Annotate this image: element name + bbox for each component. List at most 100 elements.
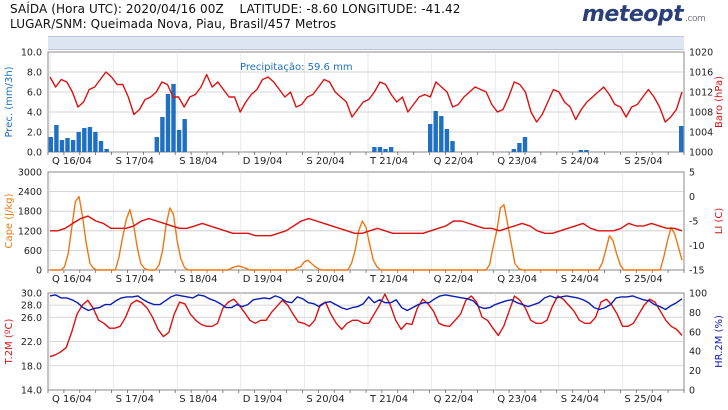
precip-bar <box>165 94 171 152</box>
x-tick-label: S 24/04 <box>561 274 599 285</box>
ylabel-right: Baro (hPa) <box>714 76 725 128</box>
ylabel-right: HR.2M (%) <box>714 315 725 368</box>
ytick-left-label: 2400 <box>18 187 42 198</box>
precip-bar <box>160 117 165 152</box>
precip-bar <box>383 149 388 152</box>
ytick-right-label: 5 <box>689 168 695 179</box>
precip-bar <box>70 140 76 152</box>
ylabel-left: Cape (J/kg) <box>4 193 15 248</box>
x-tick-label: D 19/04 <box>243 394 283 405</box>
precip-bar <box>98 141 104 152</box>
precip-bar <box>104 149 109 152</box>
logo-text: meteopt <box>582 2 684 27</box>
precip-bar <box>76 132 81 152</box>
precip-bar <box>679 126 684 152</box>
ylabel-left: Prec. (mm/3h) <box>4 66 15 137</box>
ytick-left-label: 22.0 <box>21 337 42 348</box>
x-tick-label: Q 22/04 <box>434 274 474 285</box>
x-tick-label: S 25/04 <box>624 394 662 405</box>
forecast-info-line: SAÍDA (Hora UTC): 2020/04/16 00Z LATITUD… <box>10 2 461 16</box>
panel-precip-pressure: 0.0 2.0 4.0 6.0 8.0 10.0 1000 1004 1008 1012 1016 1… <box>4 48 725 168</box>
precip-bar <box>182 119 187 152</box>
precip-bar <box>511 149 517 152</box>
x-tick-label: S 25/04 <box>624 274 662 285</box>
x-tick-label: Q 16/04 <box>52 156 92 167</box>
ytick-left-label: 0.0 <box>27 148 42 159</box>
precip-bar <box>433 111 438 152</box>
ytick-right-label: 100 <box>689 289 707 300</box>
ytick-left-label: 1200 <box>18 226 42 237</box>
ytick-right-label: 20 <box>689 366 701 377</box>
logo-suffix: .com <box>685 14 706 24</box>
x-tick-label: Q 23/04 <box>497 156 537 167</box>
x-tick-label: S 18/04 <box>179 156 217 167</box>
precip-bar <box>517 143 522 152</box>
x-tick-label: Q 16/04 <box>52 394 92 405</box>
ytick-right-label: 0 <box>689 192 695 203</box>
ytick-left-label: 2.0 <box>27 128 42 139</box>
precip-bar <box>65 138 70 152</box>
precip-bar <box>578 150 583 152</box>
x-tick-label: S 25/04 <box>624 156 662 167</box>
humidity-line <box>49 294 683 312</box>
ytick-right-label: 0 <box>689 386 695 397</box>
ytick-right-label: 1004 <box>689 128 713 139</box>
precip-bar <box>93 132 98 152</box>
precip-bar <box>439 116 444 152</box>
precip-bar <box>522 137 528 152</box>
panel-cape-li: 0 600 1200 1800 2400 3000 -15 -10 -5 0 5 Cape (J/kg… <box>4 168 725 286</box>
ytick-left-label: 3000 <box>18 168 42 179</box>
x-tick-label: S 20/04 <box>306 274 344 285</box>
ytick-left-label: 10.0 <box>21 48 42 59</box>
precip-bar <box>87 127 93 152</box>
x-tick-label: Q 16/04 <box>52 274 92 285</box>
precip-bar <box>450 141 455 152</box>
x-tick-label: S 24/04 <box>561 156 599 167</box>
ytick-right-label: -5 <box>689 217 698 228</box>
precip-bar <box>48 137 53 152</box>
precip-bar <box>59 140 65 152</box>
x-tick-label: S 20/04 <box>306 394 344 405</box>
x-tick-label: Q 22/04 <box>434 394 474 405</box>
x-tick-label: T 21/04 <box>369 274 408 285</box>
x-tick-label: T 21/04 <box>369 156 408 167</box>
precip-bar <box>388 147 394 152</box>
ytick-left-label: 30.0 <box>21 289 42 300</box>
precip-bar <box>444 129 450 152</box>
ytick-left-label: 26.0 <box>21 313 42 324</box>
pressure-line <box>49 71 683 123</box>
cape-line <box>50 195 683 271</box>
temperature-line <box>49 293 683 358</box>
ytick-right-label: 1016 <box>689 68 713 79</box>
coordinates: LATITUDE: -8.60 LONGITUDE: -41.42 <box>239 2 461 16</box>
meteopt-logo[interactable]: meteopt .com <box>582 2 706 27</box>
ytick-left-label: 0 <box>36 266 42 277</box>
x-tick-label: S 20/04 <box>306 156 344 167</box>
ytick-left-label: 14.0 <box>21 386 42 397</box>
x-tick-label: S 18/04 <box>179 274 217 285</box>
x-tick-label: S 17/04 <box>116 394 154 405</box>
ytick-right-label: 40 <box>689 347 701 358</box>
li-line <box>50 215 683 237</box>
ytick-right-label: 60 <box>689 327 701 338</box>
ylabel-right: LI (C) <box>714 208 725 235</box>
location-line: LUGAR/SNM: Queimada Nova, Piau, Brasil/4… <box>10 17 337 31</box>
ytick-right-label: 1012 <box>689 88 713 99</box>
ytick-right-label: -15 <box>689 266 705 277</box>
precip-bar <box>176 130 182 152</box>
panel-temp-humidity: 14.0 18.0 22.0 26.028.030.0 0 20 40 60 80 100 T.2M… <box>4 289 725 406</box>
x-tick-label: S 24/04 <box>561 394 599 405</box>
precip-bar <box>82 128 87 152</box>
x-tick-label: S 17/04 <box>116 274 154 285</box>
precip-bar <box>584 150 589 152</box>
precip-bar <box>377 147 383 152</box>
x-tick-label: Q 22/04 <box>434 156 474 167</box>
ytick-right-label: 80 <box>689 308 701 319</box>
x-tick-label: Q 23/04 <box>497 394 537 405</box>
x-tick-label: T 21/04 <box>369 394 408 405</box>
header: SAÍDA (Hora UTC): 2020/04/16 00Z LATITUD… <box>0 0 728 52</box>
precip-bar <box>54 125 59 152</box>
precip-bar <box>428 124 433 152</box>
precip-bar <box>154 137 159 152</box>
